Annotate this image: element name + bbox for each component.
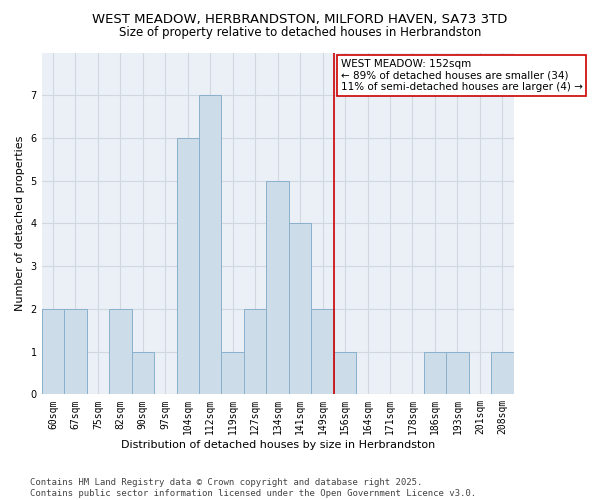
Bar xyxy=(311,309,334,394)
Bar xyxy=(446,352,469,395)
Bar xyxy=(109,309,131,394)
Bar xyxy=(199,95,221,394)
Bar xyxy=(176,138,199,394)
Bar xyxy=(221,352,244,395)
X-axis label: Distribution of detached houses by size in Herbrandston: Distribution of detached houses by size … xyxy=(121,440,435,450)
Bar xyxy=(41,309,64,394)
Text: WEST MEADOW: 152sqm
← 89% of detached houses are smaller (34)
11% of semi-detach: WEST MEADOW: 152sqm ← 89% of detached ho… xyxy=(341,59,583,92)
Bar xyxy=(266,180,289,394)
Bar xyxy=(334,352,356,395)
Bar xyxy=(131,352,154,395)
Bar xyxy=(244,309,266,394)
Bar xyxy=(64,309,86,394)
Bar xyxy=(289,224,311,394)
Text: WEST MEADOW, HERBRANDSTON, MILFORD HAVEN, SA73 3TD: WEST MEADOW, HERBRANDSTON, MILFORD HAVEN… xyxy=(92,12,508,26)
Text: Size of property relative to detached houses in Herbrandston: Size of property relative to detached ho… xyxy=(119,26,481,39)
Text: Contains HM Land Registry data © Crown copyright and database right 2025.
Contai: Contains HM Land Registry data © Crown c… xyxy=(30,478,476,498)
Bar xyxy=(424,352,446,395)
Y-axis label: Number of detached properties: Number of detached properties xyxy=(15,136,25,311)
Bar xyxy=(491,352,514,395)
